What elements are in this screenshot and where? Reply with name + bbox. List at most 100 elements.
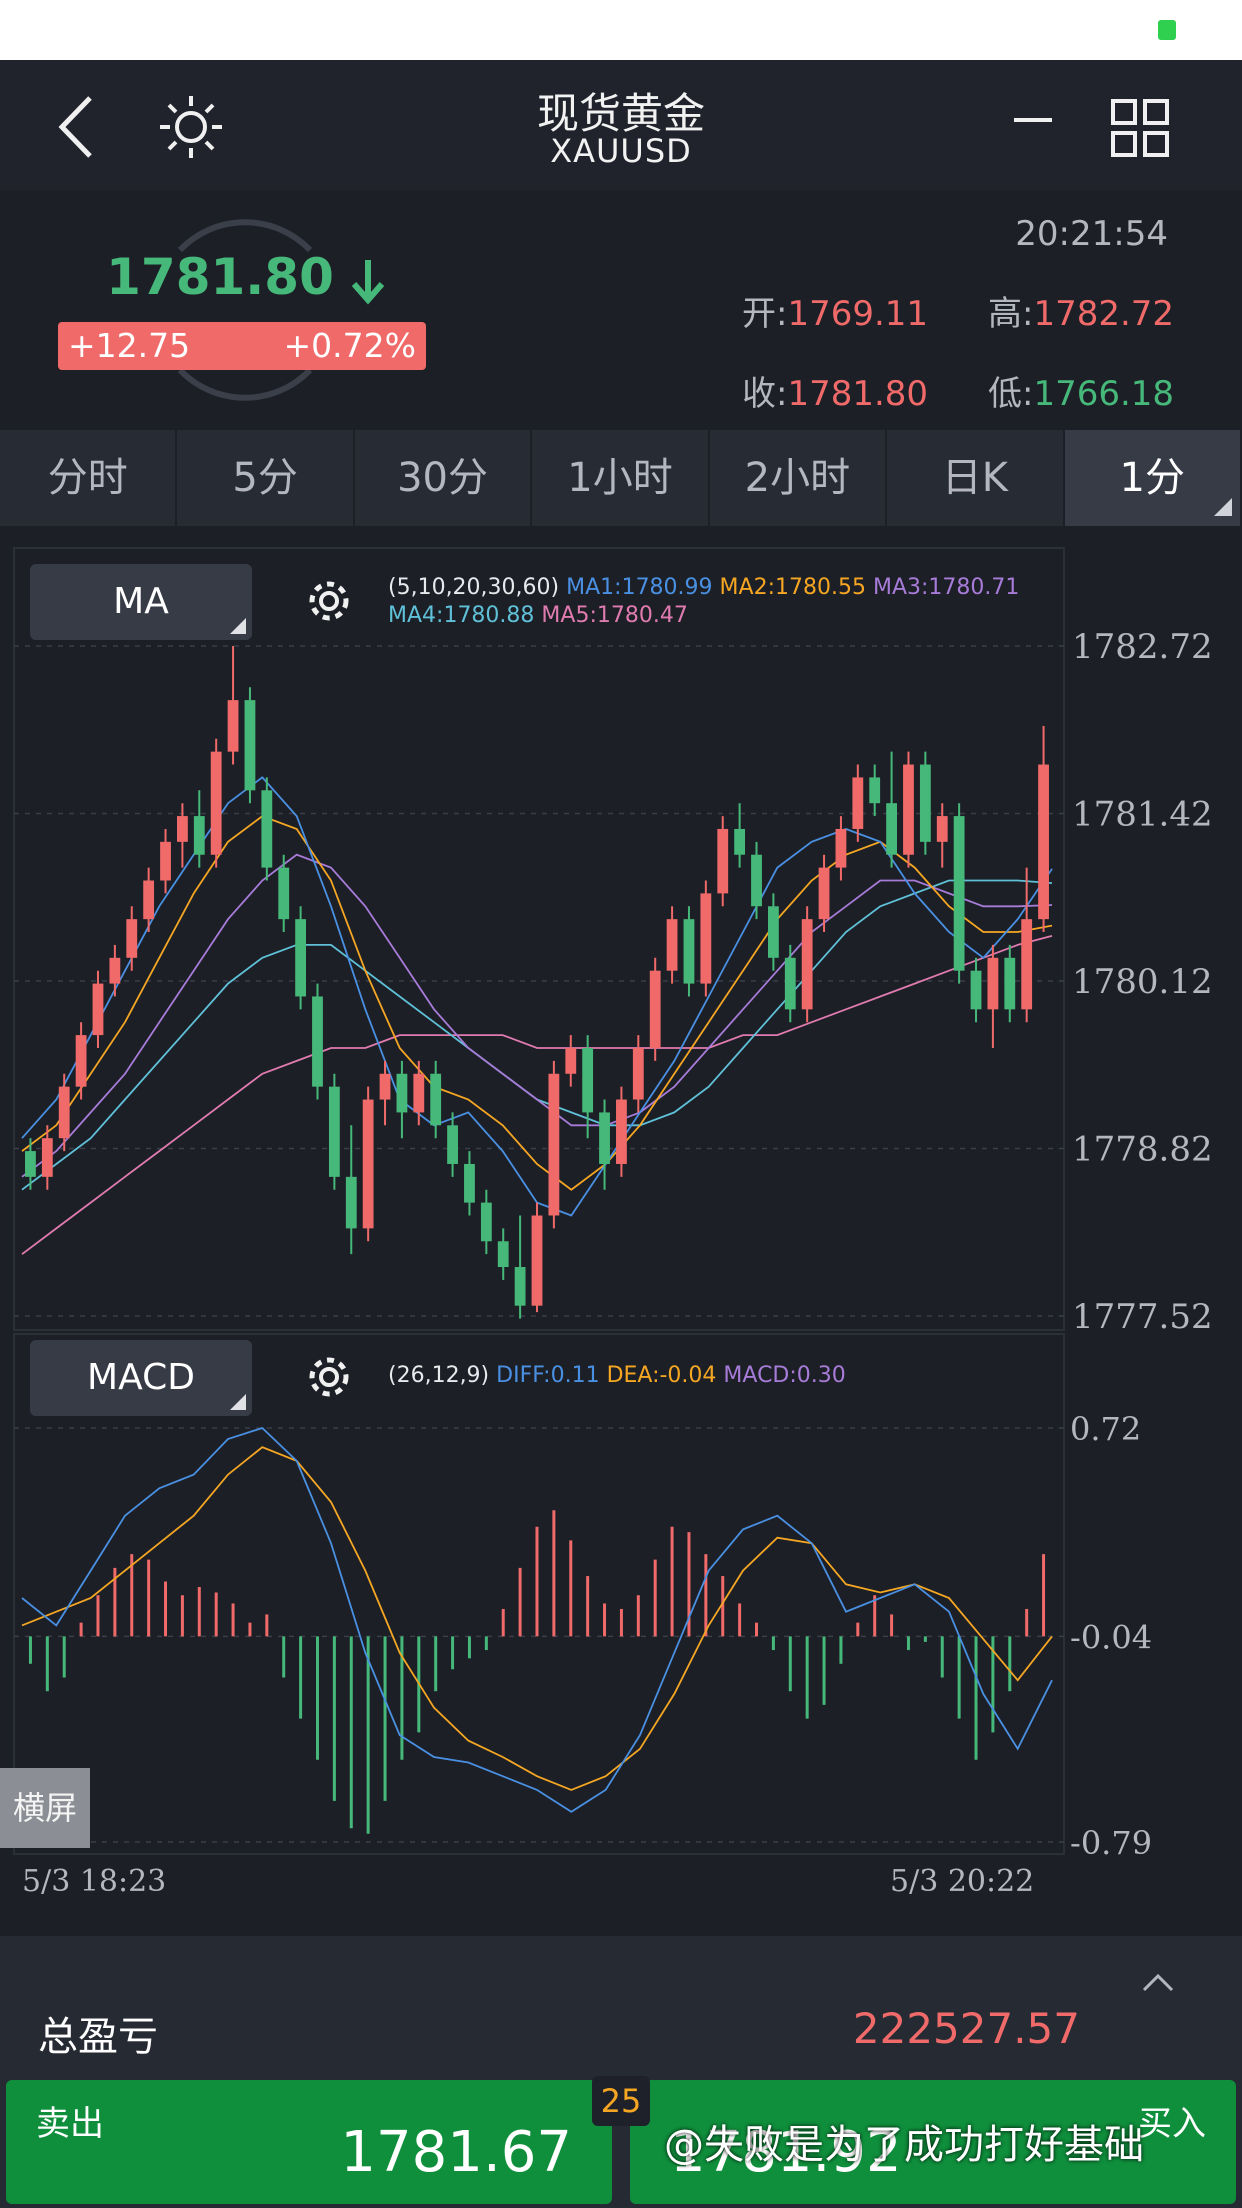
candle-body: [109, 957, 121, 984]
candlesticks: [25, 646, 1049, 1319]
time-axis-start: 5/3 18:23: [22, 1864, 167, 1899]
candle-body: [58, 1086, 70, 1139]
macd-legend: (26,12,9) DIFF:0.11 DEA:-0.04 MACD:0.30: [388, 1362, 1108, 1390]
ma-indicator-button[interactable]: MA: [30, 564, 252, 640]
open-value: 1769.11: [787, 294, 929, 334]
candle-body: [430, 1073, 442, 1126]
landscape-button[interactable]: 横屏: [0, 1768, 90, 1848]
ma4-value: MA4:1780.88: [388, 603, 535, 628]
buy-price: 1781.92: [670, 2120, 902, 2185]
ma-legend: (5,10,20,30,60) MA1:1780.99 MA2:1780.55 …: [388, 574, 1108, 630]
candle-body: [565, 1048, 577, 1074]
candle-body: [784, 957, 796, 1010]
chevron-up-icon[interactable]: [1140, 1970, 1176, 1994]
candle-body: [919, 764, 931, 842]
candle-body: [177, 816, 188, 842]
buy-label: 买入: [1138, 2104, 1206, 2144]
app-header: [0, 60, 1242, 190]
tab-1min[interactable]: 1分: [1064, 430, 1242, 526]
candle-body: [244, 700, 256, 791]
tab-2hour[interactable]: 2小时: [710, 430, 888, 526]
macd-panel-frame: [13, 1333, 1065, 1855]
candle-body: [649, 970, 661, 1048]
timeframe-tabs: 分时 5分 30分 1小时 2小时 日K 1分: [0, 430, 1242, 526]
candle-body: [514, 1267, 526, 1306]
sell-label: 卖出: [36, 2104, 104, 2144]
sell-button[interactable]: 卖出 1781.67: [6, 2080, 612, 2204]
ma-params: (5,10,20,30,60): [388, 575, 560, 600]
ma-settings-gear-icon[interactable]: [304, 576, 354, 626]
candle-body: [987, 957, 999, 1010]
price-ring-decoration: [177, 219, 313, 401]
grid-menu-icon[interactable]: [1110, 98, 1170, 158]
candle-body: [886, 803, 897, 855]
candle-body: [767, 906, 779, 958]
tab-time-sharing[interactable]: 分时: [0, 430, 178, 526]
candle-body: [599, 1112, 610, 1164]
chart-area[interactable]: 1782.72 1781.42 1780.12 1778.82 1777.52 0.72…: [0, 540, 1242, 1910]
candle-body: [480, 1202, 492, 1242]
arrow-down-icon: [351, 260, 385, 305]
high-label: 高:: [988, 294, 1034, 334]
macd-params: (26,12,9): [388, 1363, 490, 1388]
macd-histogram: [28, 1510, 1046, 1834]
candle-body: [328, 1086, 340, 1177]
total-pnl-label: 总盈亏: [38, 2014, 158, 2060]
time-axis-end: 5/3 20:22: [890, 1864, 1035, 1899]
price-tick-label: 1777.52: [1072, 1297, 1213, 1337]
candle-body: [362, 1099, 374, 1229]
price-change-badge: +12.75 +0.72%: [58, 322, 426, 370]
candle-body: [852, 777, 864, 829]
tab-30min[interactable]: 30分: [355, 430, 533, 526]
candle-body: [210, 751, 222, 855]
macd-indicator-button[interactable]: MACD: [30, 1340, 252, 1416]
buy-button[interactable]: 买入 1781.92: [630, 2080, 1236, 2204]
candle-body: [345, 1176, 357, 1229]
macd-tick-label: -0.04: [1070, 1618, 1152, 1656]
price-tick-label: 1778.82: [1072, 1130, 1213, 1170]
diff-value: DIFF:0.11: [496, 1363, 600, 1388]
back-arrow-icon[interactable]: [52, 92, 112, 162]
candle-body: [312, 996, 323, 1087]
candle-body: [582, 1048, 594, 1113]
price-tick-label: 1780.12: [1072, 962, 1213, 1002]
dea-line: [21, 1446, 1053, 1791]
candle-body: [801, 919, 813, 1010]
candle-body: [1004, 957, 1016, 1010]
ma5-line: [21, 935, 1053, 1255]
candle-body: [464, 1163, 475, 1203]
candle-body: [41, 1138, 53, 1177]
macd-lines: [21, 1426, 1053, 1813]
price-tick-label: 1782.72: [1072, 627, 1213, 667]
open-price: 开:1769.11: [742, 286, 928, 335]
candle-body: [1021, 919, 1033, 1010]
high-price: 高:1782.72: [988, 286, 1174, 335]
ma3-line: [21, 853, 1053, 1178]
macd-settings-gear-icon[interactable]: [304, 1352, 354, 1402]
chart-grid: [13, 547, 1065, 1855]
tab-1hour[interactable]: 1小时: [532, 430, 710, 526]
close-price: 收:1781.80: [742, 366, 928, 415]
status-bar: [0, 0, 1242, 60]
price-axis: 1782.72 1781.42 1780.12 1778.82 1777.52: [1072, 627, 1213, 1337]
candle-body: [717, 828, 729, 894]
candle-body: [143, 880, 155, 920]
brightness-icon[interactable]: [158, 94, 224, 160]
candle-body: [970, 970, 982, 1010]
tab-5min[interactable]: 5分: [177, 430, 355, 526]
dea-value: DEA:-0.04: [606, 1363, 717, 1388]
diff-line: [21, 1426, 1053, 1813]
price-tick-label: 1781.42: [1072, 795, 1213, 835]
candle-body: [25, 1151, 36, 1177]
ma2-value: MA2:1780.55: [719, 575, 866, 600]
minimize-icon[interactable]: [1012, 110, 1054, 130]
tab-daily-k[interactable]: 日K: [887, 430, 1065, 526]
candle-panel-frame: [13, 547, 1065, 1331]
candle-body: [278, 867, 290, 920]
candle-body: [666, 919, 678, 971]
ma-lines: [21, 776, 1053, 1255]
candle-body: [261, 790, 273, 868]
candle-body: [75, 1035, 87, 1087]
ma3-value: MA3:1780.71: [872, 575, 1020, 600]
candle-body: [548, 1073, 560, 1216]
